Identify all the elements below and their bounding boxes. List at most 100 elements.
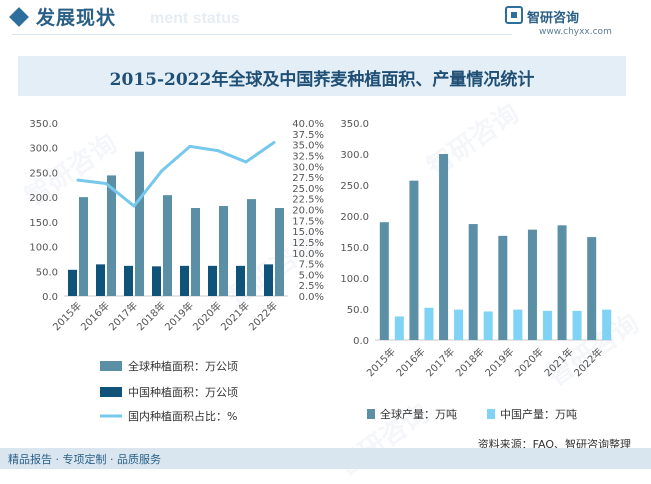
y2-tick-label: 37.5% — [292, 130, 324, 141]
x-tick-label: 2021年 — [218, 299, 252, 333]
y2-tick-label: 40.0% — [292, 119, 324, 130]
bar-china-output — [572, 310, 582, 340]
y-tick-label: 200.0 — [29, 193, 58, 204]
x-tick-label: 2018年 — [134, 299, 168, 333]
x-tick-label: 2019年 — [162, 299, 196, 333]
y-tick-label: 150.0 — [340, 243, 369, 254]
x-tick-label: 2017年 — [106, 299, 140, 333]
line-share-series — [77, 141, 275, 208]
logo-icon — [505, 6, 523, 24]
y2-tick-label: 12.5% — [292, 238, 324, 249]
y-tick-label: 200.0 — [340, 212, 369, 223]
bar-global-area — [191, 208, 200, 296]
x-tick-label: 2021年 — [541, 345, 575, 379]
y-tick-label: 50.0 — [36, 267, 58, 278]
y2-tick-label: 17.5% — [292, 216, 324, 227]
legend-label: 中国种植面积：万公顷 — [128, 385, 238, 399]
y-tick-label: 350.0 — [29, 119, 58, 130]
legend-label: 中国产量：万吨 — [500, 407, 577, 421]
brand-name: 智研咨询 — [527, 11, 580, 26]
y2-tick-label: 5.0% — [299, 270, 324, 281]
footer-tagline: 精品报告 · 专项定制 · 品质服务 — [8, 453, 161, 466]
bar-global-output — [527, 229, 537, 340]
bar-china-output — [424, 307, 434, 340]
legend-label: 全球种植面积：万公顷 — [128, 359, 238, 373]
bar-global-output — [498, 235, 508, 340]
y2-tick-label: 7.5% — [299, 260, 324, 271]
bar-china-area — [124, 265, 133, 296]
x-tick-label: 2019年 — [482, 345, 516, 379]
y-tick-label: 250.0 — [340, 181, 369, 192]
legend-label: 国内种植面积占比：% — [128, 409, 237, 423]
bar-china-area — [264, 264, 273, 296]
line-share-point — [132, 204, 136, 208]
line-share-point — [76, 178, 80, 182]
line-share-point — [188, 144, 192, 148]
bar-china-area — [180, 265, 189, 296]
bar-global-output — [557, 225, 567, 340]
y2-tick-label: 27.5% — [292, 173, 324, 184]
bar-china-output — [454, 309, 464, 340]
y-tick-label: 250.0 — [29, 168, 58, 179]
x-tick-label: 2016年 — [78, 299, 112, 333]
brand-url: www.chyxx.com — [539, 27, 612, 37]
bar-global-area — [247, 199, 256, 296]
header-ghost-text: ment status — [150, 10, 240, 27]
charts-canvas: 0.0 50.0 100.0 150.0 200.0 250.0 300.0 350.0 0.0… — [29, 119, 612, 423]
y2-tick-label: 20.0% — [292, 206, 324, 217]
y-tick-label: 0.0 — [353, 336, 369, 347]
y2-tick-label: 15.0% — [292, 227, 324, 238]
x-tick-label: 2015年 — [364, 345, 398, 379]
y-tick-label: 300.0 — [29, 144, 58, 155]
bar-global-area — [79, 197, 88, 296]
y-tick-label: 100.0 — [29, 243, 58, 254]
legend-swatch — [367, 409, 375, 419]
source-note: 资料来源：FAO、智研咨询整理 — [477, 438, 631, 451]
bar-china-output — [542, 310, 552, 340]
x-tick-label: 2016年 — [393, 345, 427, 379]
bar-global-area — [275, 208, 284, 296]
x-tick-label: 2022年 — [246, 299, 280, 333]
bar-global-output — [468, 224, 478, 340]
brand-logo: 智研咨询 www.chyxx.com — [495, 4, 635, 40]
bar-china-output — [602, 309, 612, 340]
y-tick-label: 100.0 — [340, 274, 369, 285]
line-share-point — [160, 169, 164, 173]
bar-china-area — [208, 265, 217, 296]
x-tick-label: 2018年 — [453, 345, 487, 379]
header-divider — [12, 34, 512, 35]
y2-tick-label: 25.0% — [292, 184, 324, 195]
y-tick-label: 50.0 — [347, 305, 369, 316]
chart-title: 2015-2022年全球及中国荞麦种植面积、产量情况统计 — [109, 70, 535, 90]
y-tick-label: 350.0 — [340, 119, 369, 130]
legend-swatch — [100, 361, 122, 371]
bar-global-output — [409, 180, 419, 340]
y-tick-label: 0.0 — [42, 292, 58, 303]
y2-tick-label: 30.0% — [292, 162, 324, 173]
legend-swatch — [100, 387, 122, 397]
bar-china-area — [68, 269, 77, 296]
legend-swatch — [487, 409, 495, 419]
bar-china-area — [236, 265, 245, 296]
section-title: 发展现状 — [36, 7, 117, 29]
bar-global-area — [135, 151, 144, 296]
y2-tick-label: 22.5% — [292, 195, 324, 206]
bar-china-area — [152, 266, 161, 296]
section-header: ment status 发展现状 — [0, 0, 651, 44]
x-tick-label: 2020年 — [190, 299, 224, 333]
y2-tick-label: 32.5% — [292, 151, 324, 162]
footer-bar: 精品报告 · 专项定制 · 品质服务 — [0, 448, 651, 469]
bar-global-area — [107, 175, 116, 296]
y-tick-label: 300.0 — [340, 150, 369, 161]
line-share-point — [272, 140, 276, 144]
chart-title-banner: 2015-2022年全球及中国荞麦种植面积、产量情况统计 — [18, 56, 626, 96]
bar-global-output — [587, 237, 597, 340]
x-tick-label: 2022年 — [571, 345, 605, 379]
y2-tick-label: 10.0% — [292, 249, 324, 260]
legend-label: 全球产量：万吨 — [380, 407, 457, 421]
bar-china-output — [513, 309, 523, 340]
y2-tick-label: 35.0% — [292, 141, 324, 152]
bar-china-output — [483, 311, 493, 340]
bar-global-area — [219, 206, 228, 296]
line-share-point — [216, 149, 220, 153]
